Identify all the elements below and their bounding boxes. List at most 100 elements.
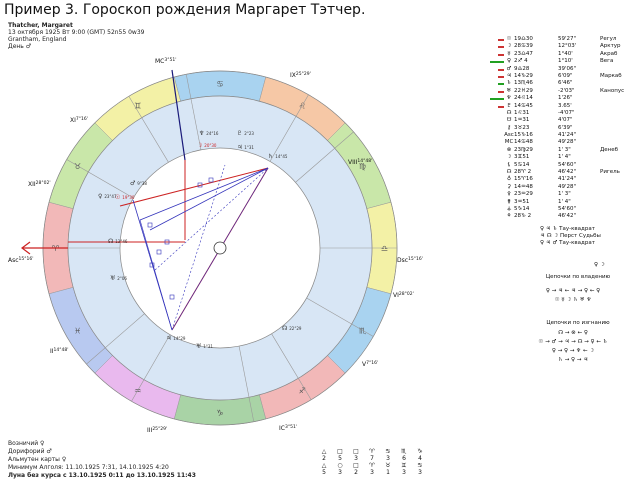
planet-position: 13♏46: [514, 80, 533, 87]
planet-glyph-icon: ⊗: [506, 146, 512, 153]
planet-speed: 1'26": [558, 95, 573, 102]
planet-labels: ♆ 24°16 ♇ 2°23 ☽ 20°30 ♃ 1°31 ♄ 14°45 ♂ 9°38 ☉…: [98, 130, 302, 350]
planet-glyph-icon: ⚴: [506, 191, 512, 198]
zodiac-glyph-icon: ♓: [74, 326, 81, 335]
house-cusp-line: [269, 94, 309, 162]
planet-speed: 1' 3": [558, 191, 571, 198]
doryphory: Дорифорий ♂: [8, 448, 52, 455]
planet-glyph-icon: ⚶: [506, 205, 512, 212]
fixed-star: Денеб: [600, 146, 619, 153]
planet-position: 3♊51: [514, 154, 530, 161]
fixed-star: [600, 95, 626, 102]
element-grid-cell: ♋: [417, 462, 423, 469]
planet-glyph: ☉ 19°30: [115, 194, 135, 201]
dignity-bar: [494, 199, 504, 206]
planet-speed: -4'07": [558, 109, 575, 116]
natal-chart-wheel: ♈♉♊♋♌♍♎♏♐♑♒♓ Asc15°16' Dsc15°16' MC3°51'…: [8, 57, 423, 434]
planet-speed: 1' 4": [558, 198, 571, 205]
position-row: ☊ 1♌31 -4'07": [494, 110, 626, 117]
planet-glyph: ♄ 14°45: [268, 153, 288, 160]
planet-position: 19♎30: [514, 36, 533, 42]
element-grid-cell: 4: [418, 455, 422, 462]
aspect-square-marker: [147, 222, 153, 228]
planet-glyph-icon: ⚳: [506, 183, 512, 190]
planet-glyph-icon: ⚘: [506, 213, 512, 220]
fixed-star: Акраб: [600, 50, 618, 57]
planet-position: 5♋14: [514, 161, 530, 168]
planet-speed: 41'24": [558, 176, 577, 183]
fixed-star: [600, 132, 626, 139]
zodiac-glyph-icon: ♉: [74, 162, 81, 171]
position-row: ♇ 14♋45 3.65': [494, 103, 626, 110]
house-cusp-label: XII28°02': [28, 180, 51, 188]
zodiac-glyph-icon: ♎: [381, 244, 388, 253]
planet-position: 15♈16: [514, 176, 533, 183]
planet-glyph-icon: ♅: [506, 87, 512, 94]
aspect-line: [139, 167, 269, 221]
chains-owner-line1: ♀ → ♃ ← ♃ → ♀ ← ♀: [545, 288, 601, 294]
house-cusp-line: [86, 313, 145, 365]
planet-glyph: ♃ 14°29: [166, 335, 186, 342]
dignity-bar: [494, 36, 504, 43]
planet-glyph: ☊ 13°46: [108, 238, 128, 245]
aspect-line: [154, 167, 269, 271]
void-moon: Луна без курса с 13.10.1925 0:11 до 13.1…: [8, 472, 196, 479]
planet-speed: 6'39": [558, 124, 573, 131]
aspect-square-marker: [156, 249, 162, 255]
planet-speed: 54'60": [558, 161, 577, 168]
aspect-line: [171, 164, 226, 331]
element-grid-cell: □: [337, 448, 343, 455]
chains-exile-line2: ☉ → ♂ → ♃ → ☊ → ♀ ← ♄: [538, 339, 608, 345]
dignity-bar: [494, 66, 504, 73]
fixed-star: Канопус: [600, 87, 625, 94]
position-row: ⚶ 5♑14 54'60": [494, 206, 626, 213]
zodiac-ring: ♈♉♊♋♌♍♎♏♐♑♒♓: [42, 70, 398, 426]
aspect-square-marker: [164, 239, 170, 245]
planet-glyph: ♀ 23°47: [98, 193, 117, 200]
planet-glyph-icon: ♄: [506, 80, 512, 87]
zodiac-glyph-icon: ♐: [299, 386, 306, 395]
planet-speed: 6'46": [558, 80, 573, 87]
element-grid-cell: 5: [322, 469, 326, 476]
element-grid-cell: △: [321, 462, 327, 469]
dignity-bar: [494, 206, 504, 213]
planet-speed: 12°03': [558, 43, 577, 50]
planet-position: 23♎47: [514, 50, 533, 57]
element-grid-cell: □: [353, 462, 359, 469]
fixed-star: [600, 162, 626, 169]
fixed-star: Регул: [600, 36, 617, 42]
dignity-bar: [494, 162, 504, 169]
position-row: ♄ 13♏46 6'46": [494, 80, 626, 87]
aspect-pattern-item: ♀ ♃ ♂ Тау-квадрат: [540, 240, 595, 246]
position-row: ⚴ 23♒29 1' 3": [494, 191, 626, 198]
chart-footer: Возничий ♀ Дорифорий ♂ Альмутен карты ♀ …: [8, 440, 196, 480]
planet-speed: 59'27": [558, 36, 577, 42]
planet-glyph-icon: ♁: [506, 176, 512, 183]
planet-position: 22♓29: [514, 87, 533, 94]
planet-speed: 46'42": [558, 213, 577, 220]
chains-exile-line4: ♄ → ♀ → ♃: [557, 357, 589, 363]
position-row: ☊ 28♈ 2 46'42" Ригель: [494, 169, 626, 176]
planet-glyph-icon: ⚸: [506, 161, 512, 168]
position-row: ♅ 22♓29 -2'03" Канопус: [494, 88, 626, 95]
planet-position: 24♌14: [514, 95, 533, 102]
element-grid-cell: ♏: [401, 448, 407, 455]
fixed-star: [600, 125, 626, 132]
chains-owner-line2: ☉ ☿ ☽ ♄ ♅ ♆: [554, 297, 592, 303]
zodiac-glyph-icon: ♑: [216, 409, 223, 418]
dignity-bar: [494, 169, 504, 176]
mc-axis-line: [171, 69, 186, 161]
element-grid-cell: ♈: [369, 448, 375, 455]
element-grid-cell: ○: [337, 462, 343, 469]
planet-glyph-icon: Asc: [504, 132, 514, 139]
planet-position: 5♑14: [514, 205, 530, 212]
fixed-star: [600, 199, 626, 206]
planet-glyph: ♇ 2°23: [237, 130, 254, 137]
element-grid-cell: ♋: [385, 448, 391, 455]
planet-position: 28♋39: [514, 43, 533, 50]
position-row: ☉ 19♎30 59'27" Регул: [494, 36, 626, 43]
fixed-star: [600, 80, 626, 87]
fixed-star: Арктур: [600, 43, 621, 50]
planet-glyph: ♅ 1°31: [196, 343, 213, 350]
planet-speed: 4'07": [558, 117, 573, 124]
